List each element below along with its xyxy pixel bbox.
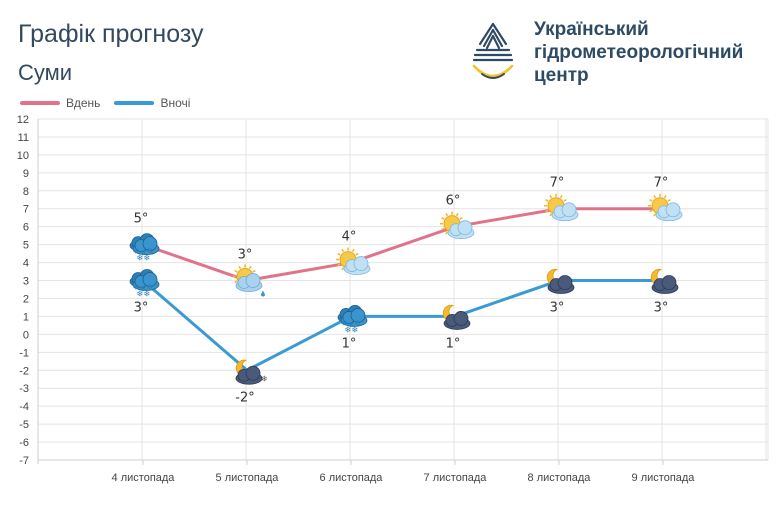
sun-cloud-icon: [336, 247, 371, 275]
svg-text:❄: ❄: [137, 254, 144, 263]
x-tick-label: 7 листопада: [424, 472, 488, 484]
svg-text:❄: ❄: [352, 325, 359, 334]
svg-text:❄: ❄: [147, 247, 154, 256]
y-tick-label: -2: [19, 365, 29, 377]
y-tick-label: -7: [19, 455, 29, 467]
svg-text:❄: ❄: [140, 285, 147, 294]
chart-title: Графік прогнозу: [18, 20, 204, 48]
day-temperature-label: 7°: [550, 176, 565, 191]
svg-text:❄: ❄: [140, 249, 147, 258]
y-tick-label: -5: [19, 419, 29, 431]
sun-cloud-rain-icon: [233, 264, 265, 297]
x-tick-label: 5 листопада: [216, 472, 280, 484]
cloud-snow-icon: ❄ ❄ ❄❄ ❄: [129, 269, 160, 299]
cloud-snow-icon: ❄ ❄ ❄❄ ❄: [337, 305, 368, 334]
day-temperature-label: 6°: [446, 194, 461, 209]
day-temperature-label: 3°: [238, 248, 253, 263]
y-tick-label: 0: [23, 329, 29, 341]
moon-cloud-snow-icon: ❄: [235, 359, 268, 385]
y-tick-label: 11: [18, 132, 29, 144]
chart-legend: Вдень Вночі: [20, 96, 190, 110]
x-tick-label: 8 листопада: [528, 472, 592, 484]
x-tick-label: 9 листопада: [632, 472, 696, 484]
legend-swatch-day: [20, 101, 60, 105]
sun-cloud-icon: [440, 211, 475, 240]
y-tick-label: 1: [23, 311, 29, 323]
night-temperature-label: -2°: [235, 390, 254, 405]
y-tick-label: 6: [23, 222, 29, 234]
y-tick-label: -3: [19, 383, 29, 395]
y-tick-label: 4: [23, 258, 29, 270]
organization-name-line: центр: [534, 65, 589, 86]
organization-name-line: Український: [534, 19, 649, 40]
svg-text:❄: ❄: [137, 290, 144, 299]
night-temperature-label: 1°: [342, 336, 357, 351]
legend-swatch-night: [114, 101, 155, 105]
svg-text:❄: ❄: [147, 283, 154, 292]
svg-text:❄: ❄: [144, 254, 151, 263]
city-name: Суми: [18, 60, 73, 85]
x-tick-label: 4 листопада: [112, 472, 176, 484]
day-temperature-label: 5°: [134, 212, 149, 227]
svg-text:❄: ❄: [348, 320, 355, 329]
cloud-snow-icon: ❄ ❄ ❄❄ ❄: [129, 233, 160, 263]
y-tick-label: -1: [19, 347, 29, 359]
y-tick-label: 2: [23, 293, 29, 305]
y-tick-label: 7: [23, 204, 29, 216]
y-tick-label: 5: [23, 240, 29, 252]
night-temperature-label: 3°: [654, 301, 669, 316]
legend-label-day: Вдень: [66, 96, 101, 110]
organization-name-line: гідрометеорологічний: [534, 42, 744, 63]
y-tick-label: -6: [19, 437, 29, 449]
day-temperature-label: 4°: [342, 230, 357, 245]
day-temperature-label: 7°: [654, 176, 669, 191]
svg-text:❄: ❄: [133, 283, 140, 292]
night-temperature-label: 3°: [550, 301, 565, 316]
night-temperature-label: 1°: [446, 336, 461, 351]
y-tick-label: 3: [23, 276, 29, 288]
organization-block: Український гідрометеорологічний центр: [470, 18, 770, 88]
day-temperature-line: [142, 207, 663, 283]
moon-cloud-icon: [546, 268, 575, 294]
svg-text:❄: ❄: [355, 318, 362, 327]
y-tick-label: -4: [19, 401, 29, 413]
y-tick-label: 12: [17, 114, 29, 126]
sun-cloud-icon: [544, 193, 579, 222]
ukrhydromet-logo-icon: [472, 22, 514, 79]
y-tick-label: 9: [23, 168, 29, 180]
legend-item-day[interactable]: Вдень: [20, 96, 100, 110]
legend-item-night[interactable]: Вночі: [114, 96, 190, 110]
legend-label-night: Вночі: [160, 96, 191, 110]
svg-text:❄: ❄: [133, 247, 140, 256]
y-tick-label: 10: [17, 150, 29, 162]
night-temperature-label: 3°: [134, 301, 149, 316]
y-tick-label: 8: [23, 186, 29, 198]
organization-name: Український гідрометеорологічний центр: [534, 18, 743, 87]
x-tick-label: 6 листопада: [320, 472, 384, 484]
svg-text:❄: ❄: [261, 374, 268, 383]
night-temperature-line: [142, 279, 663, 372]
moon-cloud-icon: [650, 268, 679, 294]
svg-text:❄: ❄: [341, 318, 348, 327]
svg-text:❄: ❄: [144, 290, 151, 299]
moon-cloud-icon: [442, 304, 471, 330]
svg-text:❄: ❄: [345, 325, 352, 334]
sun-cloud-icon: [648, 193, 683, 222]
